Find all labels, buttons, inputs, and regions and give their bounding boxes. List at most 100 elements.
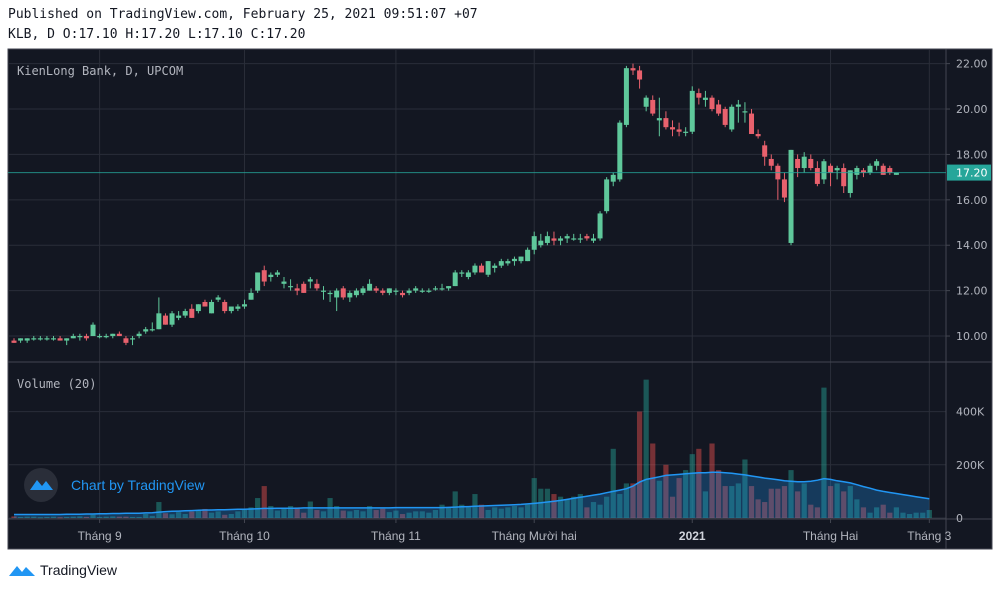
volume-bar	[465, 507, 471, 518]
candle-body	[44, 338, 50, 340]
candle	[604, 177, 610, 214]
candle-body	[465, 272, 471, 278]
candle-body	[37, 338, 43, 340]
candle	[189, 304, 195, 318]
chart-frame	[7, 48, 993, 550]
candle	[597, 211, 603, 241]
candle-body	[663, 118, 669, 128]
candle-body	[334, 290, 340, 298]
candle	[828, 163, 834, 187]
volume-bar	[261, 486, 267, 518]
volume-bar	[241, 509, 248, 518]
candle	[801, 152, 807, 173]
volume-bar	[742, 459, 748, 518]
volume-bar	[380, 508, 386, 518]
candle	[386, 288, 392, 296]
volume-bar	[630, 483, 636, 518]
candle-body	[195, 304, 201, 312]
candle	[564, 233, 570, 243]
candle-body	[202, 301, 208, 307]
candle	[367, 279, 373, 291]
candle	[413, 286, 419, 293]
candle	[334, 288, 340, 312]
volume-bar	[64, 516, 70, 518]
candle-body	[696, 93, 702, 98]
candle-body	[689, 90, 695, 132]
candle	[261, 265, 267, 287]
volume-bar	[228, 514, 234, 518]
candle-body	[472, 265, 478, 273]
candle	[169, 311, 175, 327]
candle-body	[320, 290, 326, 292]
candle	[452, 270, 458, 287]
volume-bar	[577, 494, 583, 518]
volume-bar	[485, 510, 491, 518]
candle-body	[189, 308, 195, 318]
volume-bar	[702, 491, 709, 518]
candle-body	[709, 97, 715, 110]
volume-bar	[11, 516, 17, 518]
candle-body	[650, 99, 656, 114]
candle	[340, 286, 346, 300]
candle	[465, 270, 471, 280]
volume-bar	[715, 470, 722, 518]
candle-body	[143, 329, 149, 332]
tradingview-footer[interactable]: TradingView	[8, 560, 117, 580]
candle	[650, 95, 656, 116]
candle-body	[551, 238, 557, 241]
volume-bar	[531, 478, 537, 518]
volume-bar	[208, 512, 215, 518]
volume-bar	[195, 510, 201, 518]
candle	[57, 336, 63, 341]
candle	[64, 338, 70, 346]
volume-bar	[182, 514, 188, 518]
price-tick-label: 10.00	[956, 330, 988, 343]
volume-bar	[722, 486, 728, 518]
candle	[426, 288, 432, 293]
candle	[814, 161, 820, 187]
candle	[670, 120, 675, 137]
candle-body	[867, 165, 873, 173]
volume-bar	[505, 507, 511, 518]
candle	[419, 288, 425, 293]
volume-bar	[274, 510, 280, 518]
volume-bar	[70, 516, 76, 518]
candle	[531, 231, 537, 255]
volume-bar	[406, 512, 412, 518]
candle-body	[18, 338, 24, 341]
candle	[617, 120, 623, 182]
volume-bar	[287, 506, 294, 518]
candle	[24, 338, 30, 343]
candle	[37, 336, 43, 341]
candle-body	[742, 111, 748, 113]
candle-body	[90, 324, 96, 337]
candle-body	[656, 118, 662, 121]
candle	[103, 333, 109, 339]
candle	[18, 338, 24, 343]
candle-body	[228, 306, 234, 312]
volume-bar	[860, 507, 867, 518]
candle-body	[518, 256, 524, 262]
volume-bar	[544, 488, 550, 518]
candle	[222, 299, 228, 314]
volume-bar	[202, 508, 208, 518]
candle-body	[380, 290, 386, 293]
volume-layer	[11, 379, 932, 519]
chart-by-tradingview-badge[interactable]: Chart by TradingView	[24, 468, 205, 502]
candle-body	[446, 286, 452, 289]
volume-bar	[50, 516, 57, 518]
candle	[77, 333, 83, 341]
time-tick-label: 2021	[679, 529, 706, 543]
volume-bar	[597, 504, 603, 518]
candle	[44, 336, 50, 341]
candle-body	[531, 236, 537, 250]
candle	[696, 88, 702, 105]
candle-body	[77, 336, 83, 338]
candle-body	[24, 338, 30, 341]
candle	[847, 170, 853, 198]
volume-bar	[452, 491, 458, 518]
volume-bar	[97, 516, 103, 518]
volume-bar	[847, 486, 853, 518]
volume-bar	[788, 470, 794, 518]
